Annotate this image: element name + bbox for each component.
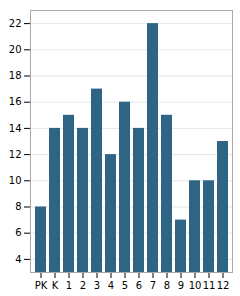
svg-text:16: 16 bbox=[9, 96, 22, 107]
svg-text:12: 12 bbox=[9, 149, 22, 160]
svg-text:10: 10 bbox=[9, 175, 22, 186]
svg-text:6: 6 bbox=[136, 280, 142, 291]
svg-text:12: 12 bbox=[217, 280, 230, 291]
svg-text:4: 4 bbox=[15, 254, 21, 265]
svg-text:9: 9 bbox=[178, 280, 184, 291]
svg-text:10: 10 bbox=[189, 280, 202, 291]
svg-text:K: K bbox=[52, 280, 59, 291]
svg-text:18: 18 bbox=[9, 70, 22, 81]
svg-text:2: 2 bbox=[80, 280, 86, 291]
svg-text:3: 3 bbox=[94, 280, 100, 291]
svg-text:22: 22 bbox=[9, 18, 22, 29]
svg-text:PK: PK bbox=[35, 280, 48, 291]
svg-text:4: 4 bbox=[108, 280, 114, 291]
svg-text:1: 1 bbox=[66, 280, 72, 291]
svg-text:7: 7 bbox=[150, 280, 156, 291]
svg-text:20: 20 bbox=[9, 44, 22, 55]
svg-text:8: 8 bbox=[15, 201, 21, 212]
svg-text:6: 6 bbox=[15, 227, 21, 238]
svg-text:11: 11 bbox=[203, 280, 216, 291]
svg-text:14: 14 bbox=[9, 123, 22, 134]
svg-text:5: 5 bbox=[122, 280, 128, 291]
svg-text:8: 8 bbox=[164, 280, 170, 291]
